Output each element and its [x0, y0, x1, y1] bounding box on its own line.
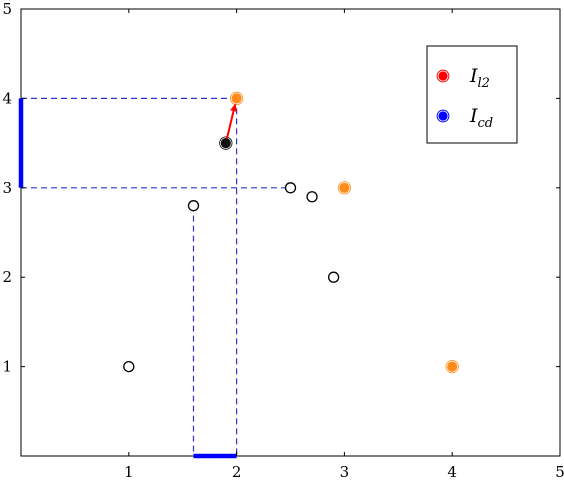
arrow-head: [230, 103, 237, 112]
open-point: [187, 200, 200, 212]
arrow-shaft: [226, 110, 235, 139]
open-point: [327, 271, 340, 283]
x-tick-label: 2: [232, 463, 242, 481]
legend-label-cd: Icd: [469, 105, 493, 131]
y-tick-label: 1: [2, 358, 12, 376]
x-tick-label: 1: [124, 463, 134, 481]
x-tick-label: 3: [340, 463, 350, 481]
legend-label-l2: Il2: [469, 65, 490, 91]
orange-point-ring: [337, 181, 351, 195]
orange-point: [230, 92, 243, 105]
y-tick-label: 3: [2, 179, 12, 197]
query-point-ring: [219, 136, 233, 150]
legend-marker-cd-inner: [437, 110, 449, 122]
orange-point-ring: [230, 91, 244, 106]
orange-point-ring: [445, 359, 459, 374]
legend-box: [426, 45, 518, 144]
y-tick-label: 5: [2, 0, 12, 18]
orange-point: [446, 360, 459, 373]
y-tick-label: 4: [2, 89, 12, 107]
orange-point: [338, 181, 351, 194]
x-tick-label: 4: [447, 463, 457, 481]
arrow-layer: [226, 103, 237, 139]
dashed-guides: [21, 97, 291, 456]
y-tick-label: 2: [2, 268, 12, 286]
legend: Il2 Icd: [426, 45, 518, 144]
open-point: [306, 191, 318, 203]
highlight-segments: [18, 98, 237, 459]
legend-marker-l2-inner: [437, 70, 449, 82]
query-point: [219, 137, 232, 150]
plot-frame: [20, 8, 561, 457]
data-points: [123, 91, 459, 374]
open-point: [123, 360, 135, 373]
x-tick-label: 5: [555, 463, 564, 481]
open-point: [284, 182, 297, 194]
